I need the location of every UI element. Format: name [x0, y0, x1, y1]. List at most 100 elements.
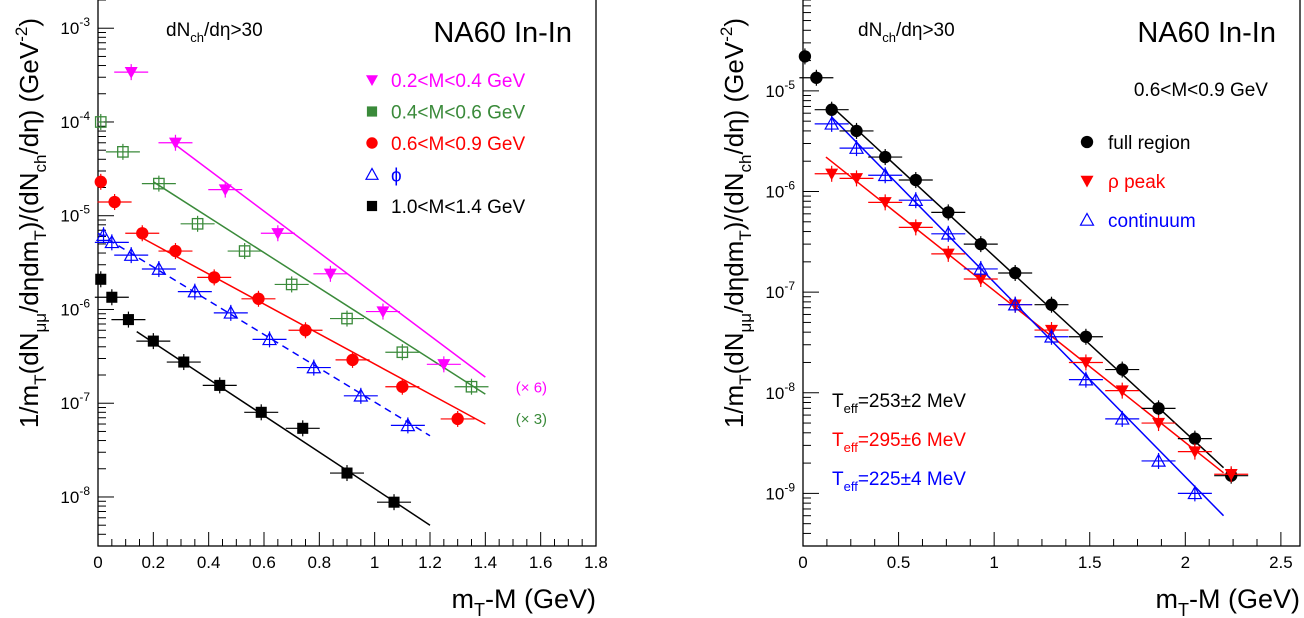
y-tick-label: 10-6	[765, 179, 795, 202]
data-point	[1188, 446, 1202, 459]
right-panel-chart: 0 0.5 1 1.5 2 2.5 10-5 10-6 10-7 10-8 10-9 mT-M (Ge…	[717, 0, 1301, 618]
y-tick-label: 10-6	[60, 296, 90, 319]
data-point	[396, 346, 409, 359]
data-point	[124, 66, 138, 79]
data-point	[1151, 453, 1167, 467]
data-point	[909, 173, 922, 187]
data-point	[95, 273, 107, 285]
data-point	[878, 197, 892, 209]
data-point	[123, 247, 139, 261]
data-point	[223, 305, 239, 319]
data-point	[1078, 371, 1094, 386]
x-tick-label: 2.5	[1269, 553, 1293, 572]
experiment-label: NA60 In-In	[1137, 17, 1276, 49]
data-point	[271, 228, 285, 240]
y-tick-label: 10-3	[60, 15, 90, 38]
fit-line	[172, 142, 486, 378]
data-point	[208, 271, 221, 284]
data-point	[825, 103, 838, 116]
data-point	[850, 173, 864, 185]
data-point	[388, 496, 400, 508]
scale-annotation: (× 6)	[516, 380, 547, 397]
data-point	[1116, 363, 1129, 376]
data-point	[942, 206, 955, 219]
data-point	[252, 292, 265, 305]
cut-label: dNch/dη>30	[858, 20, 955, 45]
data-point	[825, 168, 839, 181]
data-point	[341, 467, 353, 479]
data-point	[909, 222, 923, 234]
data-point	[849, 140, 865, 154]
data-point	[1009, 266, 1022, 280]
data-point	[1152, 402, 1165, 415]
data-point	[1187, 485, 1203, 500]
data-point	[940, 226, 956, 240]
legend-marker	[366, 75, 378, 86]
legend-marker	[366, 137, 378, 149]
legend-label: 1.0<M<1.4 GeV	[391, 197, 525, 218]
legend-label: ρ peak	[1108, 172, 1166, 193]
legend-marker	[364, 167, 380, 180]
data-point	[824, 116, 840, 130]
scale-annotation: (× 3)	[516, 411, 547, 428]
x-tick-label: 0.6	[252, 553, 276, 572]
x-tick-label: 2	[1181, 553, 1190, 572]
data-point	[353, 388, 369, 402]
data-point	[850, 124, 863, 138]
fit-line	[831, 105, 1225, 469]
data-point	[1188, 432, 1202, 445]
y-tick-label: 10-7	[765, 279, 795, 302]
data-point	[451, 412, 464, 426]
data-point	[1079, 330, 1093, 343]
fit-line	[152, 181, 486, 395]
x-tick-label: 0.4	[197, 553, 221, 572]
x-tick-label: 1.2	[418, 553, 442, 572]
legend-marker	[366, 200, 378, 212]
legend-marker	[1080, 175, 1094, 188]
data-point	[973, 261, 989, 275]
data-point	[437, 359, 451, 371]
data-point	[1043, 329, 1060, 343]
legend-label: continuum	[1108, 211, 1196, 232]
data-point	[376, 306, 390, 319]
legend-marker	[1080, 135, 1094, 149]
data-point	[798, 50, 812, 63]
fit-line	[97, 232, 431, 437]
y-tick-label: 10-4	[60, 109, 90, 132]
x-tick-label: 0.2	[142, 553, 166, 572]
data-point	[297, 422, 309, 434]
y-tick-label: 10-5	[765, 78, 795, 101]
data-point	[191, 217, 204, 230]
legend-label: 0.2<M<0.4 GeV	[391, 71, 525, 92]
y-tick-label: 10-9	[765, 480, 795, 503]
data-point	[1045, 298, 1058, 311]
x-tick-label: 0	[798, 553, 807, 572]
y-tick-label: 10-5	[60, 203, 90, 226]
mass-window-label: 0.6<M<0.9 GeV	[1134, 80, 1268, 101]
data-point	[299, 324, 312, 337]
x-tick-label: 1	[989, 553, 998, 572]
legend-label: 0.6<M<0.9 GeV	[391, 134, 525, 155]
plot-frame	[802, 0, 1301, 547]
legend-marker	[366, 106, 378, 117]
data-point	[465, 380, 478, 393]
data-point	[238, 245, 251, 257]
data-point	[122, 314, 134, 326]
data-point	[1224, 469, 1238, 481]
legend-marker	[1079, 212, 1095, 226]
data-point	[187, 283, 203, 298]
data-point	[1152, 417, 1166, 430]
data-point	[151, 261, 167, 275]
data-point	[178, 356, 190, 368]
x-tick-label: 0.5	[887, 553, 911, 572]
data-point	[169, 244, 182, 258]
data-point	[136, 227, 149, 240]
data-point	[96, 227, 112, 241]
data-point	[396, 380, 409, 393]
data-point	[147, 335, 159, 347]
data-point	[306, 359, 322, 374]
x-tick-label: 0.8	[308, 553, 332, 572]
legend-label: full region	[1108, 133, 1190, 154]
teff-label: Teff=253±2 MeV	[832, 391, 966, 416]
y-tick-label: 10-7	[60, 390, 90, 413]
